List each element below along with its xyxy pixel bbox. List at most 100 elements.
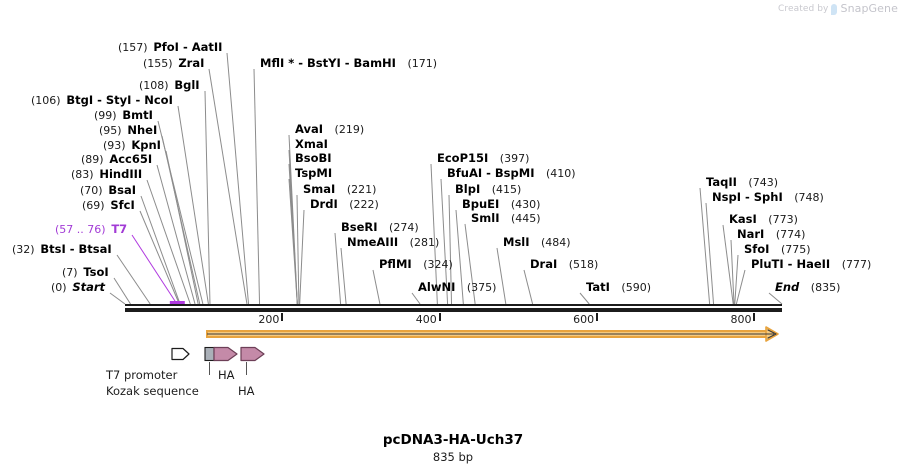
enzyme-label-mfli: MflI * - BstYI - BamHI (171) [260, 56, 437, 71]
enzyme-label-t7: (57 .. 76) T7 [55, 223, 127, 237]
enzyme-position-nspi: (748) [794, 191, 824, 204]
enzyme-name-bseri: BseRI [341, 220, 378, 234]
enzyme-label-avai: AvaI (219) [295, 123, 364, 137]
enzyme-label-hindiii: (83) HindIII [71, 168, 142, 182]
enzyme-label-nhei: (95) NheI [99, 124, 157, 138]
enzyme-name-btsi: BtsI - BtsaI [40, 242, 112, 256]
feature-label-t7-promoter: T7 promoter [106, 368, 178, 382]
enzyme-name-bsobi: BsoBI [295, 151, 332, 165]
enzyme-label-btsi: (32) BtsI - BtsaI [12, 242, 112, 257]
feature-shape-kozak-sequence [204, 346, 215, 362]
enzyme-position-pluti: (777) [841, 258, 872, 271]
feature-label-ha-tag-1: HA [218, 368, 235, 382]
enzyme-position-sfci: (69) [82, 199, 105, 212]
enzyme-label-pflmi: PflMI (324) [379, 257, 453, 272]
enzyme-name-pflmi: PflMI [379, 257, 412, 271]
enzyme-position-kpni: (93) [103, 139, 126, 152]
orf-arrow-centerhead [767, 329, 777, 339]
page-title: pcDNA3-HA-Uch37 [382, 432, 524, 448]
enzyme-position-bseri: (274) [389, 221, 419, 234]
feature-shape-ha-tag-1 [213, 346, 238, 362]
enzyme-label-nmeaiii: NmeAIII (281) [347, 235, 439, 250]
enzyme-position-taqii: (743) [748, 176, 779, 189]
enzyme-position-hindiii: (83) [71, 168, 94, 181]
enzyme-position-smli: (445) [511, 212, 541, 225]
enzyme-label-end: End (835) [775, 280, 841, 295]
enzyme-label-kpni: (93) KpnI [103, 138, 161, 153]
enzyme-position-ecop15i: (397) [499, 152, 530, 165]
feature-label-ha-tag-2: HA [238, 384, 255, 398]
enzyme-position-drdi: (222) [349, 198, 379, 211]
snapgene-logo-icon [831, 4, 838, 15]
enzyme-name-alwni: AlwNI [418, 280, 456, 294]
enzyme-label-drai: DraI (518) [530, 258, 599, 272]
enzyme-name-tspmi: TspMI [295, 166, 333, 180]
feature-tick-ha-2 [246, 362, 247, 375]
enzyme-name-tsoi: TsoI [83, 265, 109, 279]
enzyme-position-end: (835) [810, 281, 841, 294]
enzyme-name-kpni: KpnI [131, 138, 161, 152]
enzyme-name-tati: TatI [586, 280, 610, 294]
page-subtitle: 835 bp [432, 450, 474, 464]
enzyme-label-nari: NarI (774) [737, 227, 806, 242]
enzyme-position-btsi: (32) [12, 243, 35, 256]
enzyme-label-kasi: KasI (773) [729, 212, 798, 227]
enzyme-label-zrai: (155) ZraI [143, 56, 205, 71]
enzyme-name-smli: SmlI [471, 211, 500, 225]
ruler-label-800: 800 [730, 313, 752, 326]
enzyme-position-bsai: (70) [80, 184, 103, 197]
enzyme-name-sfci: SfcI [110, 198, 135, 212]
enzyme-position-tati: (590) [621, 281, 651, 294]
enzyme-position-smai: (221) [346, 183, 377, 196]
enzyme-name-nari: NarI [737, 227, 765, 241]
enzyme-name-pfoi: PfoI - AatII [153, 40, 223, 54]
sequence-line-top [125, 304, 782, 306]
enzyme-position-t7: (57 .. 76) [55, 223, 106, 236]
enzyme-position-acc65i: (89) [81, 153, 104, 166]
enzyme-name-nmeaiii: NmeAIII [347, 235, 399, 249]
enzyme-position-sfoi: (775) [780, 243, 811, 256]
enzyme-name-mfli: MflI * - BstYI - BamHI [260, 56, 396, 70]
enzyme-name-zrai: ZraI [178, 56, 205, 70]
feature-shape-t7-promoter [171, 347, 190, 361]
enzyme-name-pluti: PluTI - HaeII [751, 257, 831, 271]
enzyme-name-msli: MslI [503, 235, 530, 249]
enzyme-name-kasi: KasI [729, 212, 757, 226]
enzyme-name-bfuai: BfuAI - BspMI [447, 166, 535, 180]
enzyme-label-alwni: AlwNI (375) [418, 280, 496, 295]
enzyme-label-drdi: DrdI (222) [310, 198, 379, 212]
enzyme-position-nhei: (95) [99, 124, 122, 137]
enzyme-name-nspi: NspI - SphI [712, 190, 783, 204]
enzyme-name-taqii: TaqII [706, 175, 737, 189]
enzyme-name-end: End [775, 280, 800, 294]
enzyme-label-bsai: (70) BsaI [80, 184, 136, 198]
enzyme-name-btgi: BtgI - StyI - NcoI [66, 93, 173, 107]
ruler-tick-800 [753, 313, 756, 321]
enzyme-label-pluti: PluTI - HaeII (777) [751, 257, 872, 272]
enzyme-name-bpuei: BpuEI [462, 197, 500, 211]
enzyme-name-ecop15i: EcoP15I [437, 151, 489, 165]
feature-shape-ha-tag-2 [240, 346, 265, 362]
ruler-label-600: 600 [573, 313, 595, 326]
enzyme-label-sfoi: SfoI (775) [744, 243, 811, 257]
ruler-tick-600 [596, 313, 599, 321]
enzyme-label-tsoi: (7) TsoI [62, 265, 109, 280]
sequence-line-bottom [125, 308, 782, 312]
enzyme-position-start: (0) [51, 281, 67, 294]
enzyme-position-pflmi: (324) [423, 258, 453, 271]
enzyme-label-btgi: (106) BtgI - StyI - NcoI [31, 93, 173, 108]
feature-label-kozak-sequence: Kozak sequence [106, 384, 199, 398]
enzyme-position-pfoi: (157) [118, 41, 148, 54]
enzyme-position-nari: (774) [775, 228, 806, 241]
enzyme-label-nspi: NspI - SphI (748) [712, 190, 824, 205]
enzyme-label-start: (0) Start [51, 281, 105, 295]
enzyme-label-bfuai: BfuAI - BspMI (410) [447, 166, 576, 181]
enzyme-position-bgli: (108) [139, 79, 169, 92]
enzyme-position-bpuei: (430) [510, 198, 541, 211]
enzyme-position-drai: (518) [568, 258, 599, 271]
enzyme-label-taqii: TaqII (743) [706, 175, 779, 190]
enzyme-label-pfoi: (157) PfoI - AatII [118, 40, 223, 55]
snapgene-watermark: Created by SnapGene [778, 2, 898, 15]
ruler-tick-200 [281, 313, 284, 321]
